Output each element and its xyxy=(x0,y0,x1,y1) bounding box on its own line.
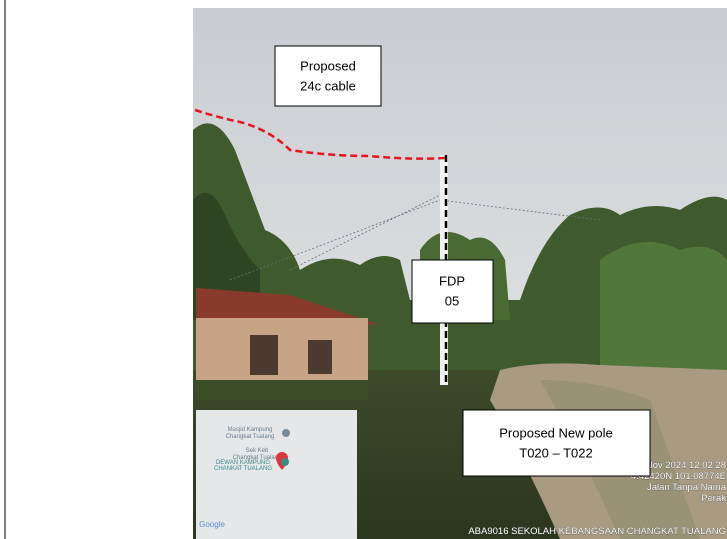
map-label: Sek Keb xyxy=(246,448,269,454)
timestamp-line: Perak xyxy=(701,493,726,504)
map-label: Changkat Tualang xyxy=(226,434,275,440)
timestamp-overlay: 8 Nov 2024 12.02.28 4.42420N 101.08774E … xyxy=(468,460,727,537)
timestamp-line: Jalan Tanpa Nama xyxy=(647,482,727,493)
annotation-text: Proposed xyxy=(300,58,356,73)
map-attribution: Google xyxy=(199,520,225,529)
map-inset: Masjid Kampung Changkat Tualang Sek Keb … xyxy=(196,410,357,539)
map-label: DEWAN KAMPUNG xyxy=(216,460,270,466)
annotation-text: Proposed New pole xyxy=(499,425,612,440)
annotation-text: FDP xyxy=(439,273,465,288)
annotation-text: T020 – T022 xyxy=(519,445,592,460)
timestamp-line: 4.42420N 101.08774E xyxy=(631,471,726,482)
annotation-fdp: FDP 05 xyxy=(411,259,494,324)
timestamp-line: 8 Nov 2024 12.02.28 xyxy=(638,460,726,471)
map-label: CHANKAT TUALANG xyxy=(214,466,272,472)
annotation-text: 24c cable xyxy=(300,78,356,93)
annotation-cable: Proposed 24c cable xyxy=(274,45,382,107)
map-label: Changkat Tualang xyxy=(233,455,282,461)
annotation-pole: Proposed New pole T020 – T022 xyxy=(462,409,651,477)
annotation-text: 05 xyxy=(445,293,459,308)
map-label: Masjid Kampung xyxy=(228,427,273,433)
timestamp-line: ABA9016 SEKOLAH KEBANGSAAN CHANGKAT TUAL… xyxy=(468,526,726,537)
